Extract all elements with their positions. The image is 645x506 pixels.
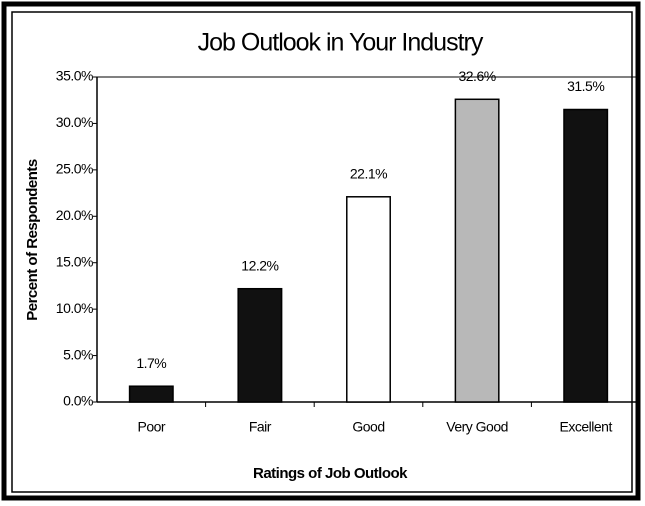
value-label: 31.5%	[567, 78, 604, 94]
bar	[128, 385, 174, 403]
y-tick-label: 30.0%	[56, 114, 93, 130]
bar	[563, 108, 609, 403]
bar	[346, 196, 391, 403]
y-tick-label: 15.0%	[56, 253, 93, 269]
x-axis-label: Ratings of Job Outlook	[253, 465, 408, 482]
bar	[454, 98, 500, 403]
y-tick-label: 25.0%	[56, 161, 93, 177]
y-tick-label: 0.0%	[63, 393, 93, 409]
y-axis-label: Percent of Respondents	[24, 159, 41, 321]
x-tick-label: Very Good	[446, 419, 508, 435]
value-label: 32.6%	[458, 68, 495, 84]
chart-title: Job Outlook in Your Industry	[198, 29, 484, 57]
x-tick-label: Fair	[249, 419, 272, 435]
inner-frame	[11, 11, 633, 493]
value-label: 1.7%	[136, 355, 166, 371]
y-tick-label: 10.0%	[56, 300, 93, 316]
x-tick-label: Good	[352, 419, 384, 435]
bar	[237, 287, 283, 403]
value-label: 12.2%	[241, 257, 278, 273]
y-tick-label: 20.0%	[56, 207, 93, 223]
x-tick-label: Poor	[138, 419, 166, 435]
x-tick-label: Excellent	[560, 419, 613, 435]
y-tick-label: 35.0%	[56, 68, 93, 84]
y-tick-label: 5.0%	[63, 346, 93, 362]
value-label: 22.1%	[350, 165, 387, 181]
